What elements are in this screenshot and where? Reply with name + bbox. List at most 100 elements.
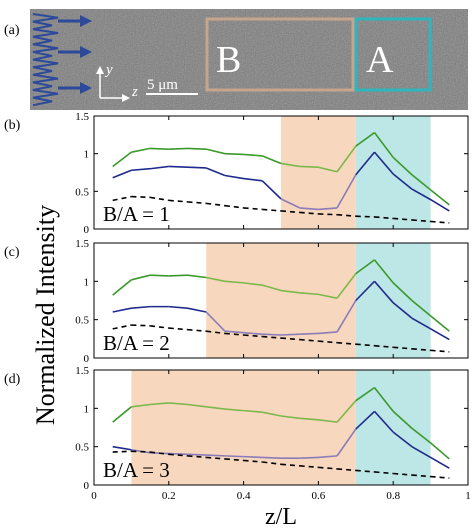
dashed-series-segment <box>318 340 338 344</box>
green-series-segment <box>280 415 300 420</box>
blue-series-segment <box>224 330 244 334</box>
dashed-series-segment <box>337 468 356 472</box>
dashed-series-segment <box>187 455 207 459</box>
dashed-series-segment <box>112 195 132 202</box>
green-series-segment <box>392 156 413 176</box>
region-a-label: A <box>366 39 394 81</box>
dashed-series-segment <box>393 217 412 221</box>
axis-y-label: y <box>104 62 113 78</box>
blue-series-segment <box>430 328 450 341</box>
axis-triad <box>96 66 130 102</box>
green-series-segment <box>411 427 432 444</box>
blue-series-segment <box>112 307 132 313</box>
green-series-segment <box>318 166 338 173</box>
blue-series-segment <box>336 300 357 333</box>
dashed-series-segment <box>112 450 132 453</box>
blue-series-segment <box>392 173 413 190</box>
blue-series-segment <box>262 456 282 459</box>
blue-series-segment <box>168 305 188 309</box>
y-tick-label: 1.5 <box>75 365 89 377</box>
ratio-annotation: B/A = 1 <box>103 202 170 226</box>
blue-series-segment <box>373 151 394 175</box>
green-series-segment <box>336 273 357 299</box>
panel-label: (d) <box>4 372 21 387</box>
dashed-series-segment <box>393 346 412 350</box>
green-series-segment <box>168 147 188 150</box>
green-series-segment <box>392 410 413 429</box>
dashed-series-segment <box>224 204 244 209</box>
green-series-segment <box>224 408 244 412</box>
dashed-series-segment <box>168 199 188 203</box>
green-series-segment <box>430 315 450 332</box>
y-tick-label: 0.5 <box>75 315 89 327</box>
green-series-segment <box>280 289 300 294</box>
y-tick-label: 1 <box>84 149 90 161</box>
dashed-series-segment <box>355 215 375 218</box>
green-series-segment <box>262 155 282 165</box>
y-tick-label: 1.5 <box>75 238 89 250</box>
region-a-shade <box>355 370 431 485</box>
green-series-segment <box>280 162 300 168</box>
green-series-segment <box>243 409 263 413</box>
region-a-shade <box>355 116 431 229</box>
region-a-shade <box>355 243 431 358</box>
blue-series-segment <box>336 174 357 209</box>
blue-series-segment <box>243 331 263 336</box>
region-b-label: B <box>216 39 241 81</box>
y-tick-label: 0.5 <box>75 186 89 198</box>
dashed-series-segment <box>131 450 151 453</box>
blue-series-segment <box>224 174 244 180</box>
x-tick-label: 0.4 <box>237 490 251 502</box>
blue-series-segment <box>206 454 225 457</box>
blue-series-segment <box>150 165 169 170</box>
incident-arrow-head <box>80 82 92 94</box>
green-series-segment <box>299 165 319 169</box>
green-series-segment <box>224 280 244 284</box>
green-series-segment <box>112 279 132 296</box>
dashed-series-segment <box>168 327 188 331</box>
green-series-segment <box>131 274 151 281</box>
green-series-segment <box>112 151 132 168</box>
blue-series-segment <box>411 445 431 459</box>
green-series-segment <box>373 132 394 158</box>
ratio-annotation: B/A = 3 <box>103 458 170 482</box>
dashed-series-segment <box>299 338 319 342</box>
blue-series-segment <box>187 166 207 169</box>
blue-series-segment <box>168 165 188 169</box>
panel-d: 0 0.5 1 1.5 0 0.2 0.4 0.6 0.8 1 (d) B/A = 3 <box>4 365 471 502</box>
y-tick-label: 1.5 <box>75 111 89 123</box>
x-tick-label: 0.8 <box>386 490 400 502</box>
dashed-series-segment <box>206 202 225 207</box>
dashed-series-segment <box>299 211 319 215</box>
green-series-segment <box>112 406 132 423</box>
green-series-segment <box>355 131 375 147</box>
green-series-segment <box>187 274 207 279</box>
panel-a: (a) B A y z 5 μm <box>4 9 468 110</box>
dashed-series-segment <box>243 207 263 211</box>
blue-series-segment <box>187 307 207 313</box>
dashed-series-segment <box>411 219 431 223</box>
y-tick-label: 0 <box>84 224 90 236</box>
green-series-segment <box>243 282 263 286</box>
blue-series-segment <box>430 456 450 469</box>
blue-series-segment <box>355 410 376 430</box>
x-axis-title: z/L <box>265 504 297 528</box>
dashed-series-segment <box>243 334 263 338</box>
y-tick-label: 1 <box>84 276 90 288</box>
blue-series-segment <box>318 455 338 459</box>
green-series-segment <box>411 299 432 317</box>
region-b-shade <box>281 116 356 229</box>
dashed-series-segment <box>430 349 450 353</box>
dashed-series-segment <box>224 332 244 336</box>
green-series-segment <box>206 276 226 283</box>
dashed-series-segment <box>393 472 412 476</box>
green-series-segment <box>262 284 282 292</box>
dashed-series-segment <box>206 330 225 335</box>
green-series-segment <box>206 406 225 410</box>
dashed-series-segment <box>206 456 225 460</box>
green-series-segment <box>187 147 207 150</box>
dashed-series-segment <box>280 463 300 467</box>
blue-series-segment <box>373 280 394 304</box>
green-series-segment <box>150 147 169 150</box>
simulation-grain <box>30 9 468 110</box>
